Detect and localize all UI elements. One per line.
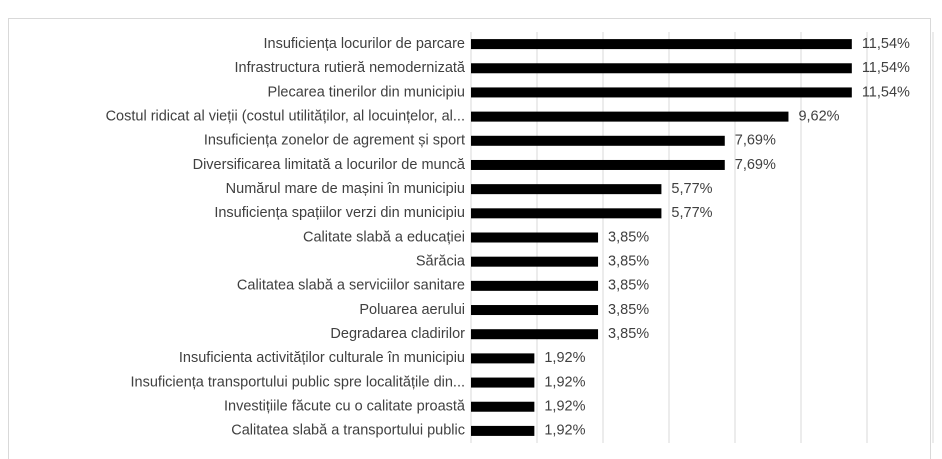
data-label: 11,54%: [862, 36, 910, 52]
bar: [471, 256, 599, 267]
y-tick-label: Costul ridicat al vieții (costul utilită…: [106, 108, 465, 124]
bar: [471, 305, 599, 316]
data-label: 3,85%: [608, 278, 649, 294]
bar: [471, 63, 852, 74]
data-label: 3,85%: [608, 326, 649, 342]
data-label: 11,54%: [862, 60, 910, 76]
data-label: 3,85%: [608, 302, 649, 318]
data-label: 7,69%: [735, 157, 776, 173]
bar: [471, 208, 662, 219]
bar: [471, 232, 599, 243]
y-tick-label: Calitatea slabă a transportului public: [231, 423, 465, 439]
y-tick-label: Calitatea slabă a serviciilor sanitare: [237, 278, 465, 294]
bar: [471, 111, 789, 122]
bar: [471, 87, 852, 98]
bar: [471, 39, 852, 50]
data-label: 5,77%: [671, 181, 712, 197]
data-label: 9,62%: [798, 108, 839, 124]
data-label: 5,77%: [671, 205, 712, 221]
data-label: 3,85%: [608, 254, 649, 270]
y-tick-label: Investițiile făcute cu o calitate proast…: [224, 399, 466, 415]
y-tick-label: Insuficiența transportului public spre l…: [131, 374, 465, 390]
bar: [471, 159, 725, 170]
y-tick-label: Plecarea tinerilor din municipiu: [268, 84, 465, 100]
data-label: 7,69%: [735, 133, 776, 149]
y-tick-label: Infrastructura rutieră nemodernizată: [235, 60, 466, 76]
y-tick-label: Insuficiența spațiilor verzi din municip…: [214, 205, 465, 221]
bar: [471, 353, 535, 364]
y-tick-label: Insuficiența locurilor de parcare: [264, 36, 466, 52]
y-tick-label: Poluarea aerului: [359, 302, 465, 318]
bar: [471, 184, 662, 195]
chart-border: [8, 18, 931, 459]
bar: [471, 329, 599, 340]
bar: [471, 377, 535, 388]
y-tick-label: Insuficienta activităților culturale în …: [179, 350, 465, 366]
y-tick-label: Degradarea cladirilor: [330, 326, 465, 342]
y-tick-label: Diversificarea limitată a locurilor de m…: [193, 157, 466, 173]
bar: [471, 425, 535, 436]
bar: [471, 280, 599, 291]
data-label: 1,92%: [544, 374, 585, 390]
y-tick-label: Sărăcia: [416, 254, 466, 270]
y-tick-label: Insuficiența zonelor de agrement și spor…: [204, 133, 465, 149]
y-tick-label: Numărul mare de mașini în municipiu: [226, 181, 465, 197]
y-tick-label: Calitate slabă a educației: [303, 229, 465, 245]
bar: [471, 401, 535, 412]
data-label: 11,54%: [862, 84, 910, 100]
bar: [471, 135, 725, 146]
data-label: 1,92%: [544, 350, 585, 366]
data-label: 3,85%: [608, 229, 649, 245]
data-label: 1,92%: [544, 423, 585, 439]
data-label: 1,92%: [544, 399, 585, 415]
